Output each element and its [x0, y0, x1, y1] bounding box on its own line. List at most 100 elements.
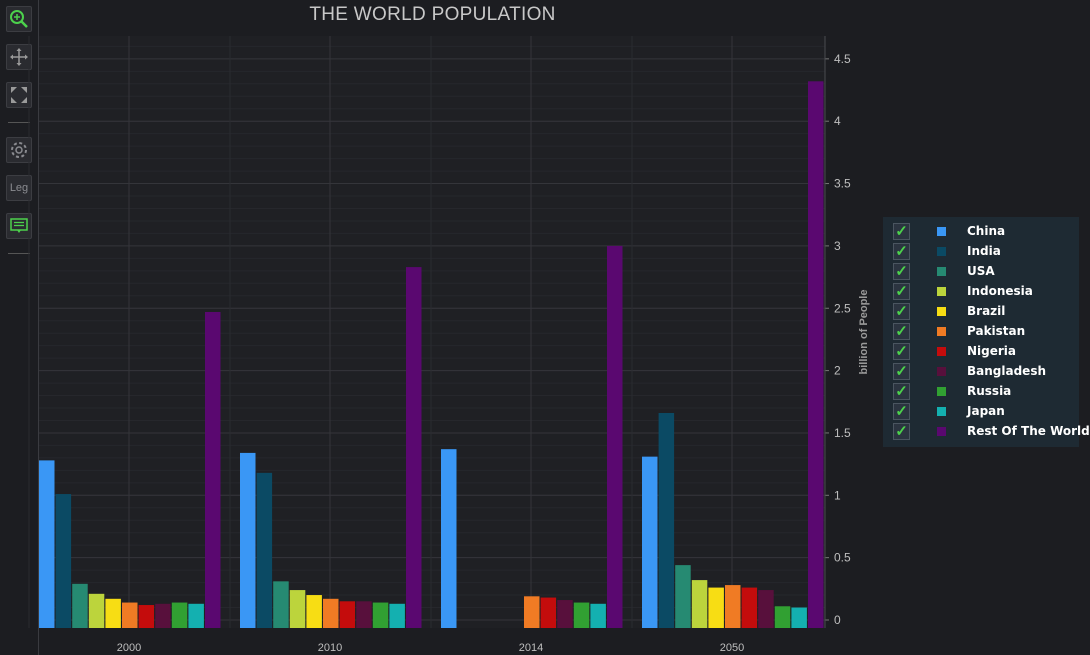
y-tick-label: 1 — [834, 488, 841, 502]
x-tick-label: 2010 — [318, 642, 342, 654]
legend-item-indonesia[interactable]: ✓ Indonesia — [883, 282, 1079, 302]
x-tick-label: 2014 — [519, 642, 543, 654]
bar-japan-2000[interactable] — [188, 603, 204, 628]
bar-india-2010[interactable] — [256, 472, 273, 628]
bar-pakistan-2000[interactable] — [122, 602, 138, 628]
bar-indonesia-2000[interactable] — [88, 593, 105, 628]
toolbar-divider — [8, 122, 30, 123]
bar-brazil-2050[interactable] — [708, 587, 724, 628]
legend-label: Rest Of The World — [967, 424, 1090, 438]
y-axis-label: billion of People — [858, 290, 870, 375]
y-tick-label: 2 — [834, 364, 841, 378]
legend-checkbox[interactable]: ✓ — [893, 383, 910, 400]
legend-checkbox[interactable]: ✓ — [893, 223, 910, 240]
bar-usa-2000[interactable] — [72, 583, 88, 628]
bar-china-2000[interactable] — [39, 460, 55, 628]
bar-indonesia-2010[interactable] — [289, 590, 306, 628]
legend-toggle-button[interactable]: Leg — [6, 175, 32, 201]
legend-item-india[interactable]: ✓ India — [883, 242, 1079, 262]
bar-china-2010[interactable] — [240, 452, 256, 628]
settings-icon[interactable] — [6, 137, 32, 163]
legend-label: China — [967, 224, 1006, 238]
y-tick-label: 1.5 — [834, 426, 851, 440]
bar-bangladesh-2014[interactable] — [557, 600, 573, 628]
bar-bangladesh-2000[interactable] — [155, 603, 171, 628]
zoom-extents-icon[interactable] — [6, 82, 32, 108]
legend-checkbox[interactable]: ✓ — [893, 363, 910, 380]
bar-china-2014[interactable] — [441, 449, 457, 628]
bar-rest-of-the-world-2050[interactable] — [808, 81, 824, 628]
y-tick-label: 0 — [834, 613, 841, 627]
chart-toolbar: Leg — [0, 0, 39, 655]
legend-swatch — [937, 247, 946, 256]
legend-item-russia[interactable]: ✓ Russia — [883, 382, 1079, 402]
legend-label: Indonesia — [967, 284, 1033, 298]
bar-rest-of-the-world-2014[interactable] — [607, 245, 623, 628]
x-tick-label: 2000 — [117, 642, 141, 654]
bar-bangladesh-2050[interactable] — [758, 590, 774, 628]
bar-rest-of-the-world-2010[interactable] — [406, 267, 422, 628]
bar-bangladesh-2010[interactable] — [356, 601, 372, 628]
bars — [39, 81, 824, 628]
pan-icon[interactable] — [6, 44, 32, 70]
bar-russia-2050[interactable] — [774, 606, 791, 628]
legend-label: Russia — [967, 384, 1012, 398]
legend-item-rest-of-the-world[interactable]: ✓ Rest Of The World — [883, 422, 1090, 442]
bar-pakistan-2010[interactable] — [323, 598, 339, 628]
legend-swatch — [937, 267, 946, 276]
x-axis: 2000 2010 2014 2050 — [117, 642, 744, 654]
bar-brazil-2010[interactable] — [306, 595, 322, 628]
grid-lines — [28, 36, 825, 628]
legend-swatch — [937, 407, 946, 416]
bar-russia-2014[interactable] — [573, 602, 590, 628]
legend-item-brazil[interactable]: ✓ Brazil — [883, 302, 1079, 322]
legend-checkbox[interactable]: ✓ — [893, 303, 910, 320]
legend-label: Pakistan — [967, 324, 1026, 338]
legend-checkbox[interactable]: ✓ — [893, 343, 910, 360]
bar-russia-2000[interactable] — [171, 602, 188, 628]
bar-japan-2050[interactable] — [791, 607, 807, 628]
legend-checkbox[interactable]: ✓ — [893, 283, 910, 300]
y-tick-label: 4 — [834, 114, 841, 128]
bar-usa-2010[interactable] — [273, 581, 289, 628]
bar-japan-2014[interactable] — [590, 603, 606, 628]
legend-item-china[interactable]: ✓ China — [883, 222, 1079, 242]
legend-checkbox[interactable]: ✓ — [893, 323, 910, 340]
bar-russia-2010[interactable] — [372, 602, 389, 628]
plot-area[interactable] — [39, 36, 825, 628]
legend-swatch — [937, 347, 946, 356]
bar-india-2000[interactable] — [55, 494, 72, 628]
bar-nigeria-2050[interactable] — [741, 587, 758, 628]
legend-checkbox[interactable]: ✓ — [893, 243, 910, 260]
bar-china-2050[interactable] — [642, 456, 658, 628]
legend-swatch — [937, 227, 946, 236]
legend-checkbox[interactable]: ✓ — [893, 403, 910, 420]
legend-checkbox[interactable]: ✓ — [893, 263, 910, 280]
legend-swatch — [937, 327, 946, 336]
y-tick-label: 3.5 — [834, 177, 851, 191]
bar-pakistan-2050[interactable] — [725, 585, 741, 628]
bar-brazil-2000[interactable] — [105, 598, 121, 628]
bar-nigeria-2000[interactable] — [138, 605, 155, 628]
legend-label: Nigeria — [967, 344, 1017, 358]
bar-pakistan-2014[interactable] — [524, 596, 540, 628]
bar-nigeria-2010[interactable] — [339, 601, 356, 628]
legend-label: Bangladesh — [967, 364, 1047, 378]
legend-item-japan[interactable]: ✓ Japan — [883, 402, 1079, 422]
legend-checkbox[interactable]: ✓ — [893, 423, 910, 440]
bar-india-2050[interactable] — [658, 412, 675, 628]
bar-usa-2050[interactable] — [675, 565, 691, 628]
bar-japan-2010[interactable] — [389, 603, 405, 628]
legend-item-bangladesh[interactable]: ✓ Bangladesh — [883, 362, 1079, 382]
legend-swatch — [937, 387, 946, 396]
legend-item-pakistan[interactable]: ✓ Pakistan — [883, 322, 1079, 342]
legend-item-nigeria[interactable]: ✓ Nigeria — [883, 342, 1079, 362]
bar-nigeria-2014[interactable] — [540, 597, 557, 628]
legend-item-usa[interactable]: ✓ USA — [883, 262, 1079, 282]
chart-title: THE WORLD POPULATION — [309, 4, 556, 25]
bar-indonesia-2050[interactable] — [691, 580, 708, 628]
zoom-icon[interactable] — [6, 6, 32, 32]
cursor-tooltip-icon[interactable] — [6, 213, 32, 239]
bar-rest-of-the-world-2000[interactable] — [205, 311, 221, 628]
